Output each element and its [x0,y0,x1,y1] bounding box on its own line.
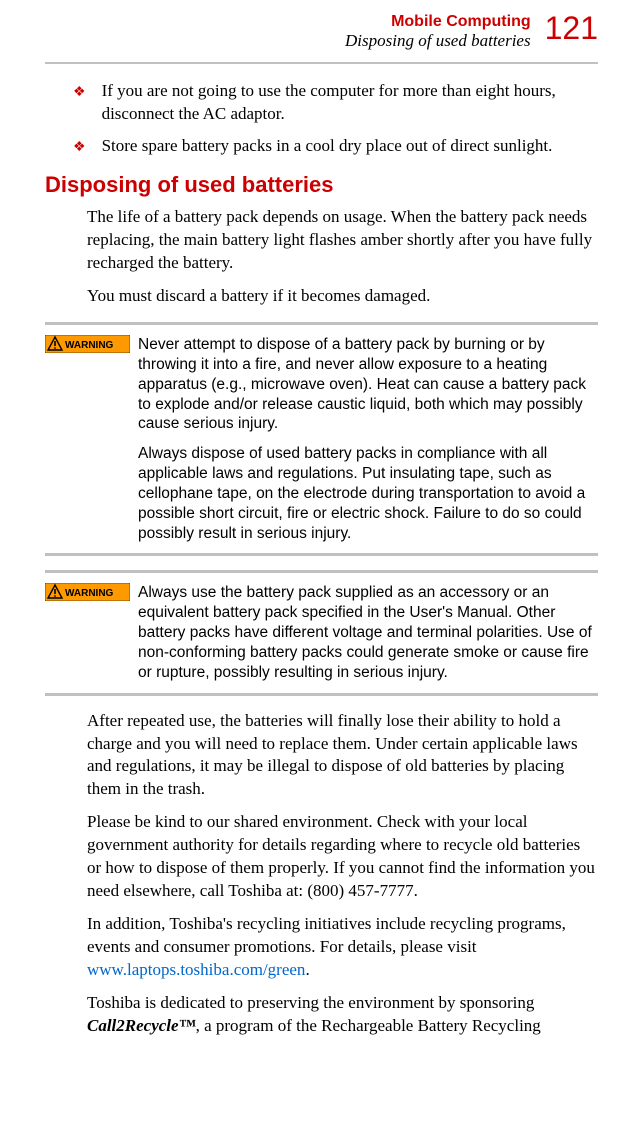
header-rule [45,62,598,64]
text-run: In addition, Toshiba's recycling initiat… [87,914,566,956]
warning-row: WARNING Never attempt to dispose of a ba… [45,335,598,543]
warning-block: WARNING Always use the battery pack supp… [45,570,598,695]
text-run: . [305,960,309,979]
body-paragraph: Toshiba is dedicated to preserving the e… [87,992,598,1038]
warning-rule [45,570,598,573]
page: Mobile Computing Disposing of used batte… [0,0,638,1140]
header-section: Disposing of used batteries [345,31,531,51]
bullet-text: Store spare battery packs in a cool dry … [102,135,553,158]
text-run: Toshiba is dedicated to preserving the e… [87,993,534,1012]
bullet-text: If you are not going to use the computer… [102,80,598,126]
header-chapter: Mobile Computing [345,12,531,31]
warning-row: WARNING Always use the battery pack supp… [45,583,598,682]
warning-badge-icon: WARNING [45,583,130,601]
text-run: , a program of the Rechargeable Battery … [196,1016,541,1035]
bullet-icon: ❖ [73,139,86,158]
warning-paragraph: Never attempt to dispose of a battery pa… [138,335,598,434]
warning-text: Always use the battery pack supplied as … [138,583,598,682]
body-paragraph: In addition, Toshiba's recycling initiat… [87,913,598,982]
section-heading: Disposing of used batteries [45,172,598,198]
bullet-item: ❖ Store spare battery packs in a cool dr… [73,135,598,158]
body-paragraph: After repeated use, the batteries will f… [87,710,598,802]
warning-rule [45,553,598,556]
warning-rule [45,322,598,325]
bullet-item: ❖ If you are not going to use the comput… [73,80,598,126]
warning-rule [45,693,598,696]
warning-label: WARNING [65,340,114,351]
warning-text: Never attempt to dispose of a battery pa… [138,335,598,543]
warning-badge-icon: WARNING [45,335,130,353]
warning-block: WARNING Never attempt to dispose of a ba… [45,322,598,556]
page-header: Mobile Computing Disposing of used batte… [0,0,638,60]
body-paragraph: Please be kind to our shared environment… [87,811,598,903]
brand-name: Call2Recycle™ [87,1016,196,1035]
page-number: 121 [545,12,598,44]
body-paragraph: You must discard a battery if it becomes… [87,285,598,308]
body-paragraph: The life of a battery pack depends on us… [87,206,598,275]
warning-label: WARNING [65,588,114,599]
header-titles: Mobile Computing Disposing of used batte… [345,12,531,52]
warning-paragraph: Always use the battery pack supplied as … [138,583,598,682]
bullet-icon: ❖ [73,84,86,126]
warning-paragraph: Always dispose of used battery packs in … [138,444,598,543]
content: ❖ If you are not going to use the comput… [0,80,638,1038]
link-recycling-url[interactable]: www.laptops.toshiba.com/green [87,960,305,979]
